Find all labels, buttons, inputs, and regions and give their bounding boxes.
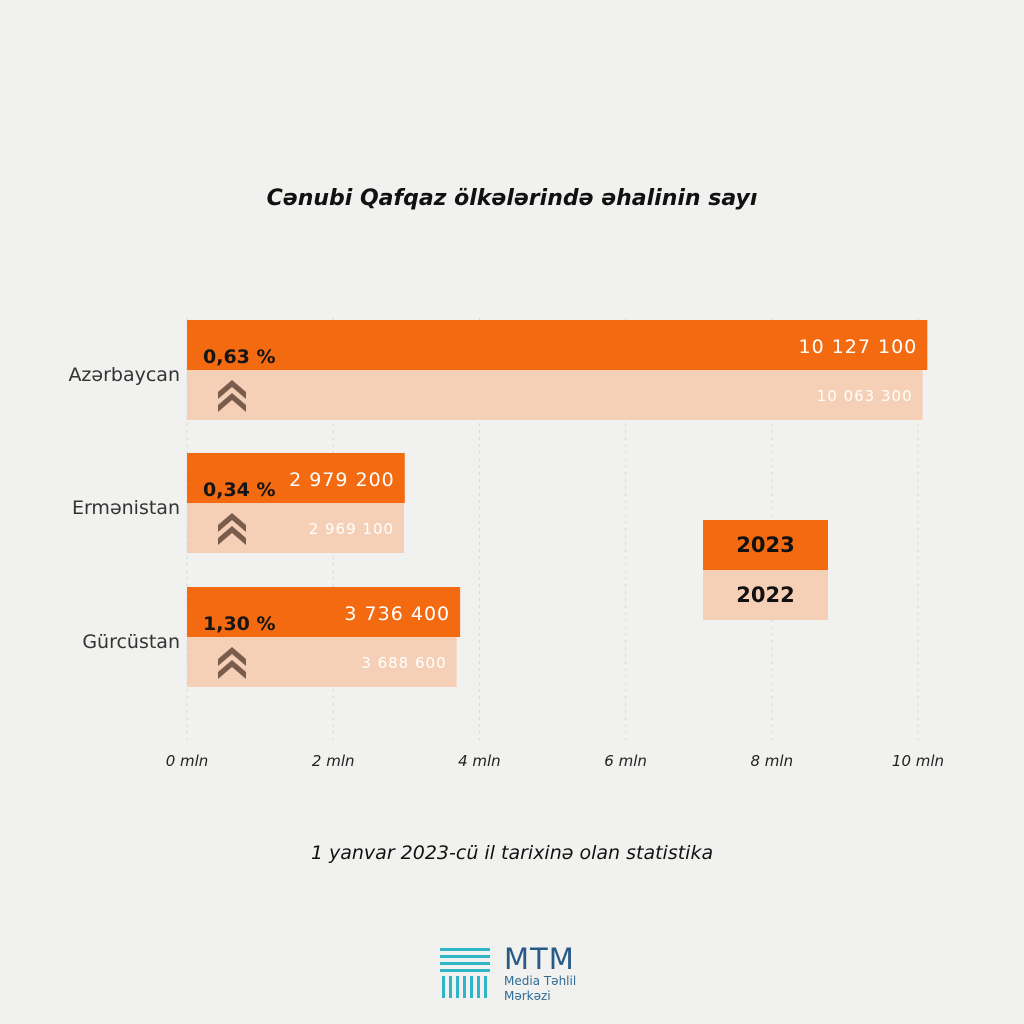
value-label-2023: 2 979 200	[289, 469, 395, 491]
legend-item-2022: 2022	[703, 570, 828, 620]
chevron-up-icon	[218, 660, 246, 679]
chevron-up-icon	[218, 513, 246, 532]
x-tick-label: 6 mln	[604, 752, 647, 770]
growth-label: 0,34 %	[203, 479, 276, 501]
category-label: Azərbaycan	[68, 364, 180, 386]
x-tick-label: 4 mln	[458, 752, 501, 770]
chart-subtitle: 1 yanvar 2023-cü il tarixinə olan statis…	[310, 842, 714, 864]
logo-mark-icon	[440, 948, 490, 998]
bar-2022	[187, 370, 923, 420]
bar-2023	[187, 320, 928, 370]
legend-item-2023: 2023	[703, 520, 828, 570]
bar-2022	[187, 503, 405, 553]
value-label-2023: 3 736 400	[344, 603, 450, 625]
chevron-up-icon	[218, 393, 246, 412]
value-label-2022: 10 063 300	[817, 387, 913, 405]
legend: 2023 2022	[703, 520, 828, 620]
value-label-2022: 2 969 100	[309, 520, 394, 538]
growth-label: 1,30 %	[203, 613, 276, 635]
x-tick-label: 8 mln	[750, 752, 793, 770]
x-tick-label: 2 mln	[312, 752, 355, 770]
chart-title: Cənubi Qafqaz ölkələrində əhalinin sayı	[266, 186, 758, 211]
chevron-up-icon	[218, 647, 246, 666]
value-label-2023: 10 127 100	[798, 336, 917, 358]
bar-2023	[187, 587, 461, 637]
mtm-logo: MTM Media Təhlil Mərkəzi	[438, 944, 576, 1004]
logo-line2: Mərkəzi	[504, 989, 551, 1003]
x-tick-label: 0 mln	[166, 752, 209, 770]
x-tick-label: 10 mln	[892, 752, 944, 770]
chevron-up-icon	[218, 380, 246, 399]
chevron-up-icon	[218, 526, 246, 545]
category-label: Gürcüstan	[82, 631, 180, 653]
value-label-2022: 3 688 600	[361, 654, 446, 672]
growth-label: 0,63 %	[203, 346, 276, 368]
logo-line1: Media Təhlil	[504, 974, 577, 988]
bar-2023	[187, 453, 405, 503]
category-label: Ermənistan	[72, 497, 180, 519]
logo-name: MTM	[504, 942, 575, 976]
